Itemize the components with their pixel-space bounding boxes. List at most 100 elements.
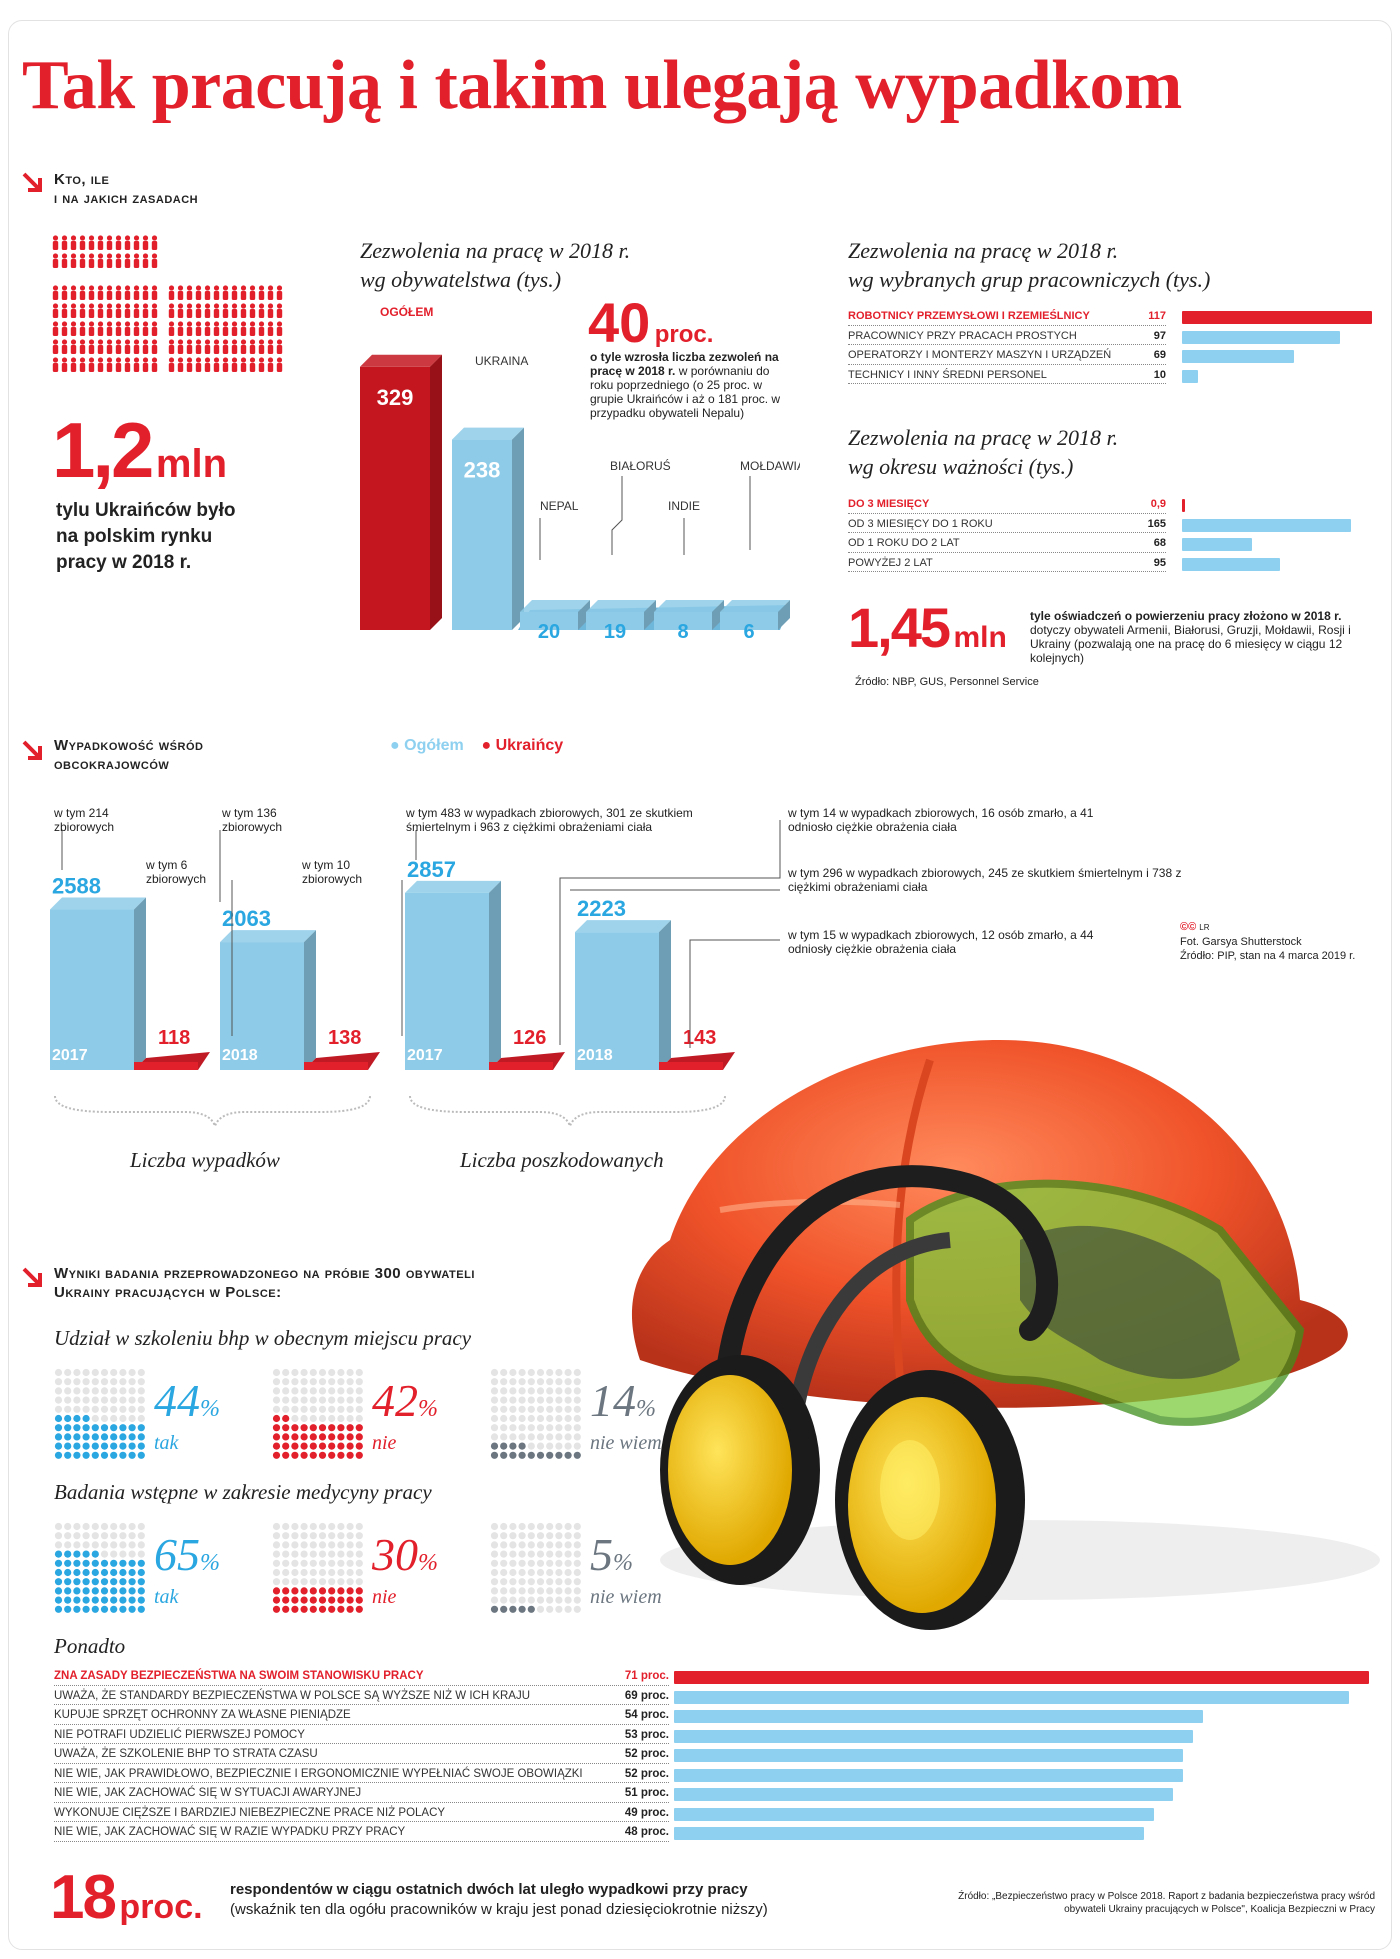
waffle-block: 14% nie wiem	[490, 1364, 700, 1464]
waffle-dot	[509, 1405, 517, 1413]
waffle-dot	[100, 1433, 109, 1441]
person-icon	[79, 303, 86, 309]
hbar-bar	[674, 1768, 1183, 1782]
waffle-dot	[527, 1550, 535, 1558]
waffle-dot	[355, 1541, 363, 1549]
waffle-dot	[91, 1578, 99, 1586]
waffle-dot	[573, 1378, 581, 1386]
waffle-dot	[500, 1433, 508, 1441]
person-icon	[177, 321, 184, 327]
group-label-poszkodowanych: Liczba poszkodowanych	[460, 1148, 664, 1172]
person-icon	[258, 291, 265, 300]
waffle-dot	[546, 1368, 554, 1377]
waffle-dot	[355, 1378, 363, 1386]
person-icon	[222, 309, 229, 318]
waffle-dot	[328, 1532, 336, 1540]
waffle-dot	[54, 1433, 63, 1441]
waffle-dot	[64, 1541, 72, 1549]
waffle-dot	[300, 1424, 308, 1432]
person-icon	[276, 285, 283, 291]
big-number-unit: mln	[155, 442, 228, 486]
hbar-bar	[674, 1807, 1154, 1821]
waffle-dot	[337, 1387, 345, 1395]
waffle-dot	[355, 1405, 363, 1413]
dotted-leader	[848, 532, 1166, 533]
waffle-dot	[128, 1378, 136, 1386]
person-icon	[133, 345, 140, 354]
waffle-dot	[100, 1596, 109, 1604]
person-icon	[222, 291, 229, 300]
waffle-dot	[119, 1451, 127, 1459]
waffle-dot	[555, 1559, 563, 1567]
person-icon	[79, 253, 86, 259]
person-icon	[61, 321, 68, 327]
bar-ukraincy	[489, 1062, 553, 1070]
waffle-dot	[346, 1442, 354, 1450]
waffle-dot	[100, 1442, 109, 1450]
waffle-dot	[300, 1568, 308, 1577]
dotted-leader	[848, 383, 1166, 384]
declarations-value: 1,45	[848, 596, 951, 659]
waffle-dot	[555, 1587, 563, 1595]
waffle-dot	[110, 1442, 118, 1450]
bar-value-label: 20	[538, 621, 560, 643]
waffle-dot	[282, 1605, 290, 1613]
waffle-dot	[91, 1414, 99, 1423]
waffle-dot	[573, 1532, 581, 1540]
annotation: w tym 10 zbiorowych	[302, 858, 363, 886]
person-icon	[240, 285, 247, 291]
earmuff-cup-left	[668, 1375, 792, 1565]
person-icon	[61, 285, 68, 291]
person-icon	[142, 339, 149, 345]
waffle-dot	[337, 1396, 345, 1404]
hbar-row: OD 3 MIESIĘCY DO 1 ROKU 165	[848, 516, 1378, 536]
person-icon	[70, 291, 77, 300]
waffle-dot	[137, 1433, 145, 1441]
person-icon	[124, 285, 131, 291]
person-icon	[106, 235, 113, 241]
person-icon	[97, 291, 104, 300]
hbar-value: 53 proc.	[624, 1728, 669, 1741]
waffle-dot	[337, 1405, 345, 1413]
person-icon	[231, 357, 238, 363]
person-icon	[79, 309, 86, 318]
waffle-dot	[110, 1522, 118, 1531]
waffle-dot	[119, 1568, 127, 1577]
waffle-dot	[564, 1405, 572, 1413]
heading-line: obcokrajowców	[54, 756, 170, 773]
person-icon	[177, 339, 184, 345]
waffle-dot	[490, 1378, 499, 1386]
waffle-dot	[328, 1442, 336, 1450]
waffle-dot	[272, 1578, 281, 1586]
waffle-dot	[518, 1568, 526, 1577]
person-icon	[213, 309, 220, 318]
waffle-dot	[82, 1596, 90, 1604]
waffle-dot	[518, 1578, 526, 1586]
helmet-ridge	[892, 1058, 934, 1381]
person-icon	[213, 357, 220, 363]
person-icon	[240, 321, 247, 327]
waffle-dot	[355, 1559, 363, 1567]
person-icon	[177, 345, 184, 354]
waffle-dot	[518, 1433, 526, 1441]
person-icon	[70, 363, 77, 372]
waffle-dot	[282, 1568, 290, 1577]
waffle-dot	[54, 1532, 63, 1540]
person-icon	[106, 339, 113, 345]
bar-value-label: 2857	[407, 857, 456, 882]
person-icon	[222, 285, 229, 291]
waffle-dot	[328, 1451, 336, 1459]
waffle-dot	[500, 1387, 508, 1395]
person-icon	[97, 345, 104, 354]
person-icon	[97, 363, 104, 372]
hbar-bar	[1182, 350, 1295, 364]
waffle-dot	[309, 1596, 317, 1604]
waffle-dot	[300, 1414, 308, 1423]
waffle-dot	[73, 1433, 81, 1441]
person-icon	[88, 309, 95, 318]
credits: ©© LR Fot. Garsya Shutterstock Źródło: P…	[1180, 920, 1355, 963]
person-icon	[142, 259, 149, 268]
waffle-dot	[100, 1559, 109, 1567]
person-icon	[231, 321, 238, 327]
person-icon	[88, 253, 95, 259]
